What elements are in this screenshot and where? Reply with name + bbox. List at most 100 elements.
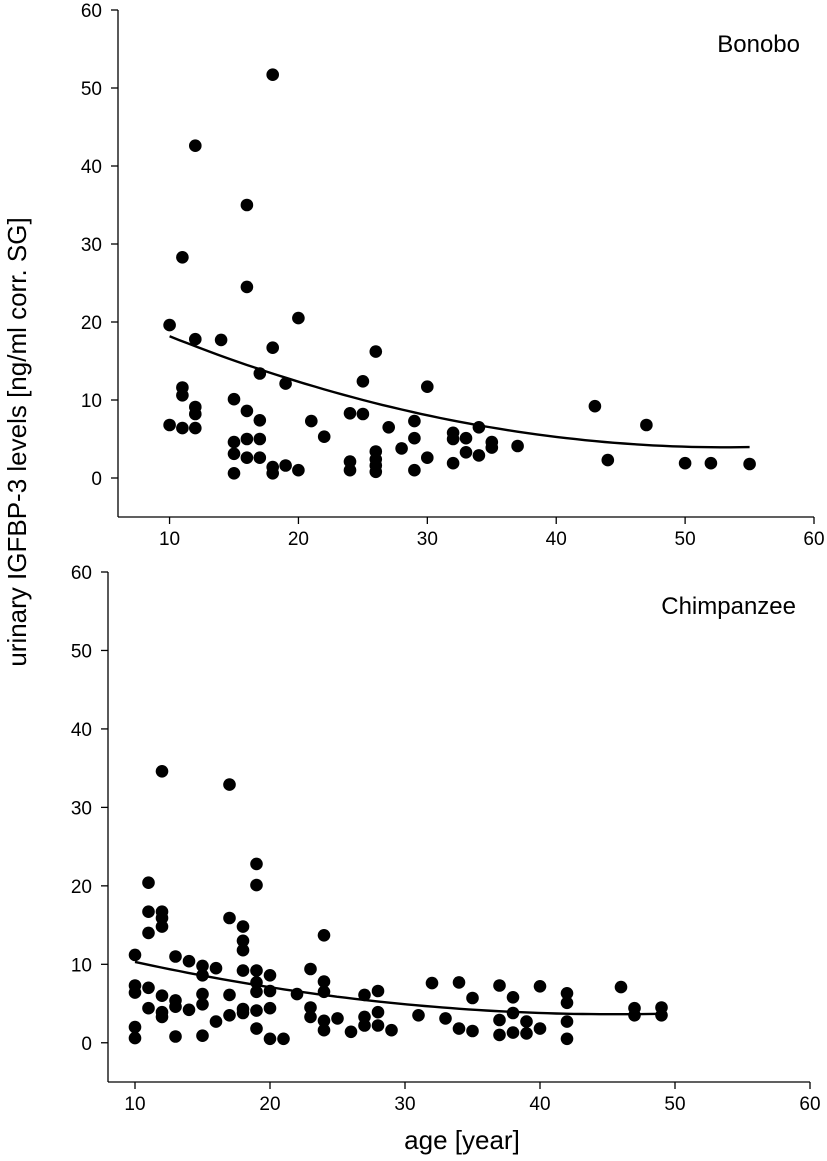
chimpanzee-data-point: [250, 976, 263, 989]
bonobo-data-point: [266, 341, 280, 355]
chimpanzee-data-point: [304, 1010, 317, 1024]
bonobo-data-point: [240, 404, 254, 418]
chimpanzee-data-point: [196, 987, 209, 1001]
chimpanzee-x-tick-label: 50: [664, 1094, 685, 1115]
chimpanzee-data-point: [196, 998, 209, 1011]
chimpanzee-data-point: [236, 1006, 250, 1020]
chimpanzee-data-point: [196, 1029, 209, 1042]
chimpanzee-data-point: [560, 987, 574, 1000]
bonobo-data-point: [421, 451, 434, 465]
bonobo-data-point: [421, 380, 434, 394]
chimpanzee-data-point: [371, 1019, 385, 1032]
chimpanzee-data-point: [209, 961, 223, 975]
chimpanzee-data-point: [209, 1015, 223, 1028]
bonobo-data-point: [678, 456, 692, 470]
chimpanzee-data-point: [236, 934, 250, 948]
chimpanzee-fit-curve: [134, 960, 662, 1016]
chimpanzee-y-tick-label: 20: [71, 877, 92, 898]
chimpanzee-data-point: [628, 1009, 641, 1022]
chimpanzee-data-point: [560, 1015, 574, 1028]
chimpanzee-data-point: [182, 1003, 196, 1017]
bonobo-data-point: [253, 451, 267, 465]
chimpanzee-data-point: [506, 1026, 520, 1039]
bonobo-data-point: [408, 463, 421, 477]
bonobo-data-point: [240, 198, 254, 212]
chimpanzee-data-point: [250, 1004, 263, 1017]
bonobo-y-tick-label: 30: [81, 235, 102, 256]
chimpanzee-data-point: [155, 920, 169, 933]
chimpanzee-data-point: [317, 985, 331, 999]
chimpanzee-x-tick-label: 40: [529, 1094, 550, 1115]
bonobo-y-tick-label: 0: [91, 469, 102, 490]
chimpanzee-data-point: [196, 969, 209, 982]
bonobo-x-tick-label: 40: [546, 529, 567, 550]
chimpanzee-data-point: [304, 962, 317, 976]
chimpanzee-data-point: [520, 1027, 533, 1040]
chimpanzee-data-point: [128, 948, 142, 962]
chimpanzee-data-point: [425, 976, 439, 990]
chimpanzee-data-point: [317, 975, 331, 988]
bonobo-x-tick-label: 10: [159, 529, 180, 550]
bonobo-data-point: [704, 456, 718, 470]
bonobo-data-point: [356, 375, 370, 388]
bonobo-data-point: [266, 467, 280, 480]
chimpanzee-y-tick-label: 40: [71, 720, 92, 741]
chimpanzee-data-point: [358, 988, 371, 1002]
bonobo-data-point: [227, 447, 241, 461]
chimpanzee-data-point: [236, 943, 250, 957]
chimpanzee-data-point: [614, 980, 628, 994]
bonobo-data-point: [408, 414, 421, 428]
chimpanzee-data-point: [236, 964, 250, 977]
chimpanzee-data-point: [223, 988, 236, 1002]
chimpanzee-x-tick-label: 20: [259, 1094, 280, 1115]
bonobo-data-point: [343, 407, 357, 420]
chimpanzee-data-point: [223, 911, 236, 925]
bonobo-data-point: [395, 442, 408, 455]
chimpanzee-data-point: [506, 1006, 520, 1020]
chimpanzee-data-point: [452, 976, 466, 989]
bonobo-data-point: [446, 456, 460, 470]
bonobo-data-point: [511, 439, 524, 453]
bonobo-data-point: [189, 407, 202, 421]
chimpanzee-data-point: [452, 1022, 466, 1035]
chimpanzee-data-point: [560, 996, 574, 1010]
chimpanzee-x-tick-label: 60: [799, 1094, 820, 1115]
chimpanzee-data-point: [250, 878, 263, 892]
bonobo-data-point: [240, 280, 254, 294]
bonobo-data-point: [189, 332, 202, 346]
bonobo-data-point: [459, 431, 473, 445]
bonobo-x-tick-label: 60: [803, 529, 824, 550]
x-axis-title: age [year]: [404, 1125, 520, 1155]
bonobo-data-point: [214, 333, 228, 347]
chimpanzee-y-tick-label: 30: [71, 798, 92, 819]
chimpanzee-data-point: [196, 959, 209, 973]
chimpanzee-data-point: [412, 1009, 425, 1022]
chimpanzee-data-point: [466, 991, 479, 1005]
chimpanzee-data-point: [317, 1023, 331, 1037]
chimpanzee-data-point: [142, 1001, 155, 1015]
chimpanzee-y-tick-label: 0: [81, 1034, 92, 1055]
bonobo-data-point: [343, 463, 357, 477]
bonobo-data-point: [459, 446, 473, 459]
bonobo-data-point: [189, 421, 202, 435]
chimpanzee-data-point: [493, 1013, 506, 1027]
chimpanzee-data-point: [155, 1010, 169, 1024]
chimpanzee-data-point: [182, 954, 196, 968]
chimpanzee-data-point: [263, 1032, 277, 1046]
chimpanzee-data-point: [385, 1023, 398, 1037]
bonobo-data-point: [472, 449, 486, 462]
chimpanzee-data-point: [317, 1014, 331, 1028]
bonobo-data-point: [279, 459, 292, 472]
chimpanzee-data-point: [317, 929, 331, 942]
bonobo-data-point: [292, 463, 305, 477]
bonobo-data-point: [227, 467, 241, 480]
chimpanzee-data-point: [533, 980, 547, 993]
bonobo-data-point: [163, 318, 176, 332]
bonobo-data-point: [743, 457, 756, 471]
chimpanzee-data-point: [560, 1032, 574, 1046]
chimpanzee-data-point: [223, 778, 236, 791]
chimpanzee-data-point: [520, 1015, 533, 1028]
chimpanzee-data-point: [277, 1032, 290, 1046]
bonobo-x-tick-label: 30: [417, 529, 438, 550]
